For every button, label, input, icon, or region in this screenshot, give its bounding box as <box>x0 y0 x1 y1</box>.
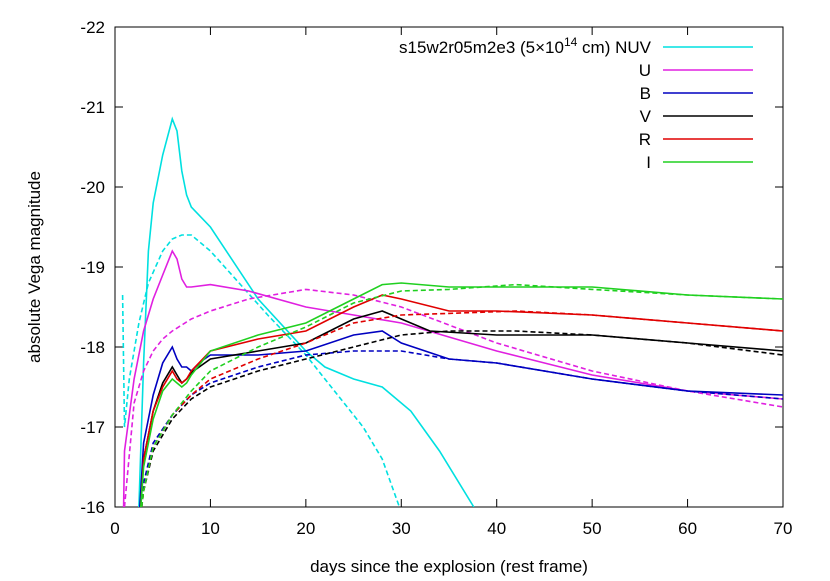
x-tick-label: 60 <box>678 519 697 538</box>
y-tick-label: -17 <box>80 418 105 437</box>
legend-label-r: R <box>639 130 651 149</box>
series-v-solid-line <box>140 310 783 507</box>
y-tick-label: -16 <box>80 498 105 517</box>
legend-label-u: U <box>639 61 651 80</box>
plot-frame <box>114 26 784 508</box>
series-i-solid-line <box>140 282 783 507</box>
y-tick-label: -21 <box>80 98 105 117</box>
series-nuv-solid-line <box>138 116 475 507</box>
x-tick-label: 0 <box>110 519 119 538</box>
axis-ticks: 0 10 20 30 40 50 60 70 -16 -17 -18 -19 -20 -21 -22 <box>80 18 792 538</box>
series-i-dashed-line <box>140 283 783 507</box>
legend-label-i: I <box>646 153 651 172</box>
y-axis-title: absolute Vega magnitude <box>25 171 44 363</box>
x-tick-label: 10 <box>201 519 220 538</box>
x-tick-label: 40 <box>487 519 506 538</box>
series-u-solid-line <box>122 249 783 507</box>
series-b-solid-line <box>139 330 783 507</box>
y-tick-label: -18 <box>80 338 105 357</box>
x-tick-label: 30 <box>392 519 411 538</box>
series-r-solid-line <box>140 294 783 507</box>
y-tick-label: -20 <box>80 178 105 197</box>
legend-label-v: V <box>640 107 652 126</box>
x-tick-label: 70 <box>774 519 793 538</box>
series-v-dashed-line <box>140 330 783 507</box>
legend-label-b: B <box>640 84 651 103</box>
x-axis-title: days since the explosion (rest frame) <box>310 557 588 576</box>
x-tick-label: 20 <box>296 519 315 538</box>
y-tick-label: -22 <box>80 18 105 37</box>
series-b-dashed-line <box>140 350 783 507</box>
x-tick-label: 50 <box>583 519 602 538</box>
series-u-dashed-line <box>123 288 783 507</box>
series-lines <box>121 116 783 507</box>
y-tick-label: -19 <box>80 258 105 277</box>
legend-label-nuv: s15w2r05m2e3 (5×1014 cm) NUV <box>399 35 652 57</box>
series-nuv-dashed-line <box>121 234 401 507</box>
